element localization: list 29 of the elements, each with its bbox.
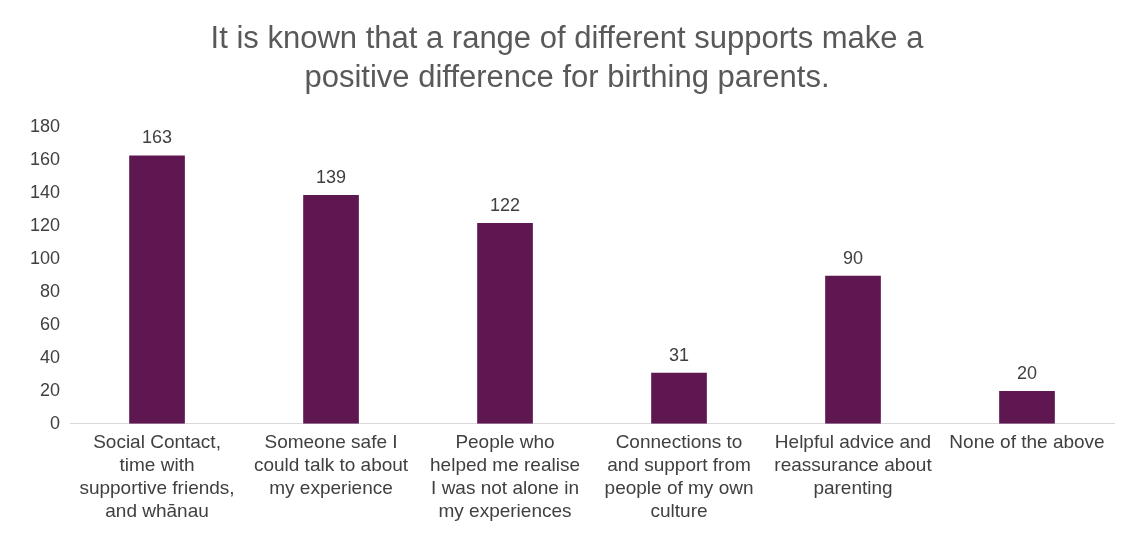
y-tick-label: 80 bbox=[40, 281, 61, 302]
x-tick-label: Connections to and support from people of my own culture bbox=[604, 431, 754, 521]
bar bbox=[477, 222, 533, 424]
x-tick-label: None of the above bbox=[949, 431, 1105, 453]
data-label: 163 bbox=[142, 127, 173, 148]
y-tick-label: 0 bbox=[50, 412, 61, 433]
bar bbox=[825, 275, 881, 424]
x-tick-label: Someone safe I could talk to about my experience bbox=[253, 431, 409, 499]
x-tick-label: People who helped me realise I was not alone in my experiences bbox=[430, 431, 581, 521]
y-tick-label: 20 bbox=[40, 379, 61, 400]
data-label: 90 bbox=[842, 247, 864, 268]
y-tick-label: 100 bbox=[29, 248, 61, 269]
y-tick-label: 40 bbox=[40, 346, 61, 367]
y-tick-label: 60 bbox=[40, 314, 61, 334]
chart-title: It is known that a range of different supports make a positive difference for birthing parents. bbox=[210, 19, 925, 94]
bar bbox=[999, 390, 1055, 424]
y-tick-label: 180 bbox=[29, 116, 61, 137]
y-tick-label: 120 bbox=[29, 215, 61, 236]
data-label: 122 bbox=[490, 194, 521, 215]
x-tick-label: Helpful advice and reassurance about parenting bbox=[774, 431, 933, 499]
y-tick-label: 140 bbox=[29, 182, 61, 203]
y-tick-label: 160 bbox=[29, 149, 61, 170]
data-label: 20 bbox=[1016, 362, 1038, 383]
x-tick-label: Social Contact, time with supportive friends, and whānau bbox=[79, 431, 235, 521]
bar bbox=[303, 194, 359, 424]
bar bbox=[651, 372, 707, 424]
data-label: 31 bbox=[669, 344, 690, 365]
data-label: 139 bbox=[316, 166, 347, 187]
bar bbox=[129, 155, 185, 424]
